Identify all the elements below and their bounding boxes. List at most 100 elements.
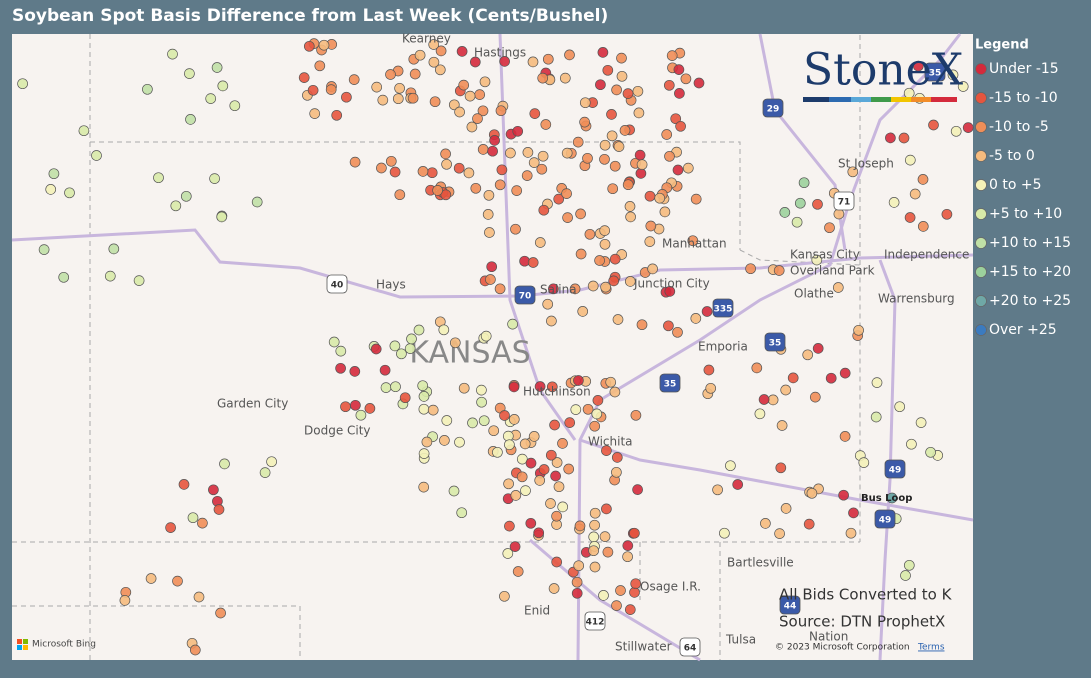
site-dot [510,223,521,235]
site-dot [45,184,57,195]
place-label: Manhattan [662,237,727,251]
site-dot [904,154,916,166]
site-dot [303,40,315,52]
site-dot [476,384,487,396]
site-dot [589,561,601,573]
site-dot [625,211,636,223]
site-dot [549,419,560,431]
site-dot [798,177,810,189]
site-dot [414,49,426,61]
site-dot [427,404,439,416]
place-label: Kansas City [790,248,860,262]
site-dot [432,185,443,196]
shield-label: 49 [889,466,902,476]
site-dot [601,503,612,515]
site-dot [732,479,744,490]
site-dot [591,408,603,420]
site-dot [806,487,818,499]
site-dot [598,590,609,601]
site-dot [595,79,606,91]
site-dot [494,283,506,295]
site-dot [477,105,489,117]
site-dot [894,401,906,413]
site-dot [615,585,626,596]
site-dot [551,556,563,568]
legend-swatch [975,324,987,336]
site-dot [912,60,924,72]
site-dot [611,84,622,96]
site-dot [574,520,586,532]
site-dot [613,141,625,152]
site-dot [647,263,658,275]
site-dot [64,187,75,199]
legend-label: Over +25 [989,322,1057,338]
site-dot [903,559,915,571]
legend-swatch [975,150,987,162]
site-dot [605,376,617,388]
site-dot [209,173,220,184]
site-dot [318,39,330,51]
site-dot [870,411,882,423]
site-dot [780,503,792,514]
legend-label: +15 to +20 [989,264,1071,280]
site-dot [389,166,401,178]
site-dot [925,446,936,458]
site-dot [548,283,559,295]
site-dot [499,56,510,67]
shield-label: 35 [664,380,677,390]
site-dot [428,39,440,50]
site-dot [512,566,524,577]
site-dot [629,527,640,539]
site-dot [370,343,382,355]
site-dot [941,208,953,220]
site-dot [438,324,450,336]
site-dot [409,68,421,80]
site-dot [417,380,429,392]
site-dot [886,492,898,504]
site-dot [776,420,788,431]
copyright: © 2023 Microsoft Corporation [775,643,910,653]
legend-label: -10 to -5 [989,119,1049,135]
site-dot [392,93,404,105]
place-label: Bus Loop [861,493,912,504]
site-dot [622,179,634,191]
place-label: Kearney [402,32,451,46]
site-dot [947,69,959,81]
data-points [17,38,974,656]
site-dot [540,119,552,130]
site-dot [780,384,792,396]
legend-label: -15 to -10 [989,90,1058,106]
site-dot [496,164,508,176]
site-dot [197,517,208,529]
site-dot [599,153,610,165]
site-dot [394,82,405,94]
site-dot [588,531,600,543]
site-dot [417,166,429,177]
site-dot [663,79,675,91]
site-dot [611,466,622,478]
site-dot [624,201,636,212]
site-dot [644,236,656,247]
place-label: Garden City [217,397,288,411]
site-dot [563,463,575,475]
terms-link[interactable]: Terms [917,643,945,653]
place-label: Hutchinson [523,385,591,399]
site-dot [599,139,611,151]
site-dot [507,318,518,330]
site-dot [779,207,791,218]
shield-label: 40 [331,281,344,291]
site-dot [839,367,851,379]
site-dot [609,253,621,265]
site-dot [672,326,683,338]
site-dot [298,72,310,83]
site-dot [58,271,70,283]
site-dot [609,386,621,398]
site-dot [802,349,814,361]
site-dot [516,453,528,465]
place-label: Hays [376,278,406,292]
site-dot [458,79,470,91]
shield-label: 35 [769,339,782,349]
place-label: Nation [809,630,848,644]
site-dot [145,573,157,584]
